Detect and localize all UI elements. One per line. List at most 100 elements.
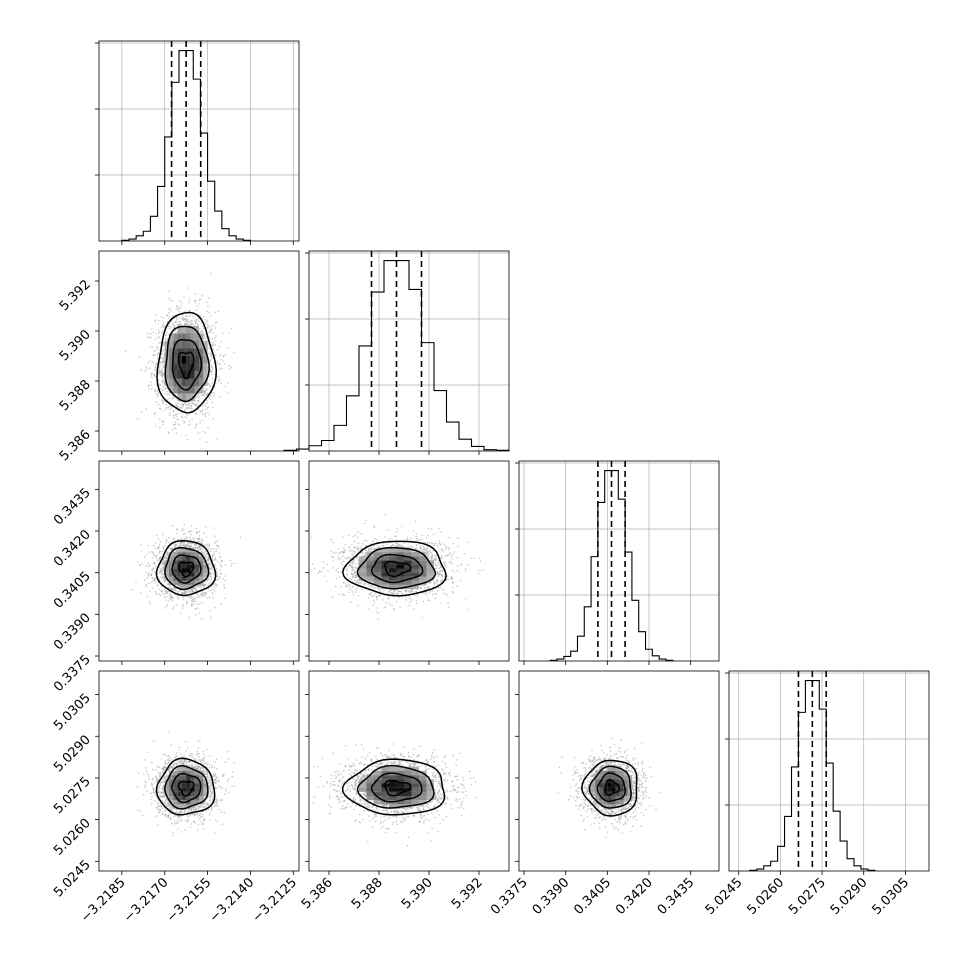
x-tick-label: 5.0245 [703, 875, 746, 918]
sample-point [213, 362, 215, 365]
sample-point [203, 334, 205, 336]
sample-point [145, 585, 148, 587]
sample-point [152, 331, 155, 334]
sample-point [188, 310, 190, 312]
sample-point [160, 409, 163, 412]
sample-point [147, 575, 150, 577]
sample-point [176, 591, 179, 593]
sample-point [137, 561, 139, 563]
sample-point [193, 600, 195, 602]
sample-point [211, 328, 213, 330]
sample-point [201, 294, 204, 297]
sample-point [197, 396, 200, 399]
sample-point [158, 559, 161, 561]
sample-point [156, 559, 158, 561]
sample-point [179, 307, 181, 309]
sample-point [160, 573, 163, 576]
sample-point [218, 355, 221, 357]
sample-point [173, 326, 175, 329]
sample-point [155, 333, 157, 335]
sample-point [174, 589, 177, 592]
sample-point [161, 567, 164, 570]
sample-point [150, 581, 153, 584]
sample-point [212, 341, 214, 344]
sample-point [182, 596, 185, 599]
sample-point [211, 368, 214, 371]
sample-point [179, 304, 182, 307]
sample-point [198, 539, 200, 541]
sample-point [157, 329, 160, 331]
sample-point [161, 380, 163, 382]
sample-point [167, 407, 169, 409]
sample-point [158, 319, 160, 322]
sample-point [135, 581, 137, 583]
sample-point [151, 346, 154, 349]
sample-point [200, 618, 203, 620]
sample-point [207, 557, 209, 560]
sample-point [224, 579, 226, 582]
sample-point [164, 581, 166, 583]
sample-point [147, 582, 150, 585]
density-cell [173, 568, 178, 573]
sample-point [184, 416, 186, 418]
sample-point [154, 425, 157, 427]
sample-point [222, 360, 224, 362]
sample-point [209, 329, 211, 331]
sample-point [154, 590, 157, 593]
x-tick-label: 5.0275 [786, 875, 829, 918]
sample-point [204, 593, 207, 596]
sample-point [162, 357, 164, 360]
sample-point [213, 590, 216, 592]
sample-point [140, 549, 143, 552]
sample-point [188, 420, 191, 423]
sample-point [150, 333, 152, 335]
sample-point [214, 535, 216, 538]
sample-point [191, 603, 193, 606]
sample-point [163, 593, 166, 596]
sample-point [185, 545, 187, 548]
sample-point [326, 563, 329, 566]
sample-point [227, 381, 229, 384]
sample-point [207, 382, 210, 385]
y-tick-label: 5.390 [57, 327, 94, 364]
sample-point [198, 545, 200, 548]
sample-point [196, 309, 198, 312]
sample-point [222, 578, 224, 580]
sample-point [215, 354, 217, 357]
density-cell [181, 564, 187, 569]
histogram-panel-p2 [515, 461, 719, 661]
sample-point [174, 420, 177, 423]
sample-point [448, 561, 451, 564]
sample-point [214, 558, 217, 561]
sample-point [193, 590, 195, 593]
sample-point [179, 407, 181, 409]
density-cell [177, 572, 182, 577]
sample-point [163, 421, 165, 424]
sample-point [190, 319, 192, 322]
sample-point [160, 357, 162, 359]
sample-point [210, 352, 212, 355]
sample-point [172, 596, 174, 599]
sample-point [223, 587, 226, 589]
sample-point [177, 307, 180, 310]
sample-point [196, 404, 199, 406]
sample-point [171, 428, 173, 431]
sample-point [184, 318, 187, 321]
density-cell [169, 378, 174, 386]
sample-point [159, 557, 162, 559]
sample-point [223, 363, 226, 365]
sample-point [214, 557, 217, 559]
sample-point [152, 354, 155, 357]
sample-point [217, 381, 219, 383]
density-cell [203, 568, 208, 573]
sample-point [211, 377, 214, 380]
sample-point [149, 602, 152, 605]
sample-point [188, 404, 191, 407]
sample-point [200, 601, 203, 604]
sample-point [214, 311, 216, 314]
sample-point [218, 552, 220, 555]
sample-point [440, 530, 442, 533]
sample-point [220, 573, 222, 575]
sample-point [157, 393, 159, 396]
